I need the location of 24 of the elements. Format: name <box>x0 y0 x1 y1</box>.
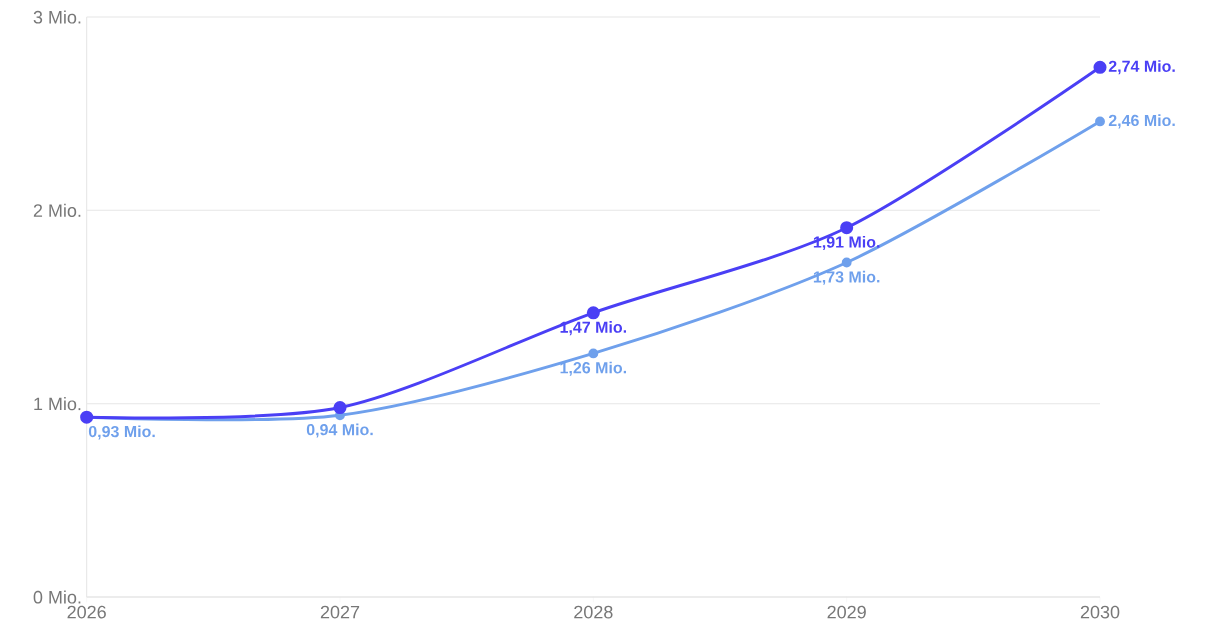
point <box>1095 116 1105 127</box>
data-label: 2,74 Mio. <box>1108 60 1175 75</box>
point <box>841 257 852 268</box>
data-label: 1,73 Mio. <box>813 270 880 285</box>
y-tick-label: 1 Mio. <box>34 397 81 411</box>
x-tick-label: 2029 <box>827 605 866 619</box>
point <box>840 221 854 235</box>
data-label: 1,26 Mio. <box>560 361 627 376</box>
x-tick-label: 2030 <box>1080 605 1120 619</box>
y-tick-label: 0 Mio. <box>33 590 81 604</box>
point <box>586 306 600 320</box>
data-label: 0,94 Mio. <box>306 423 373 438</box>
data-label: 2,46 Mio. <box>1108 114 1175 129</box>
data-label: 1,91 Mio. <box>813 236 880 251</box>
data-label: 1,47 Mio. <box>560 321 627 336</box>
point <box>588 348 599 359</box>
x-tick-label: 2027 <box>320 605 360 619</box>
point <box>333 401 347 415</box>
x-tick-label: 2028 <box>574 605 613 619</box>
y-tick-label: 3 Mio. <box>33 10 81 24</box>
y-tick-label: 2 Mio. <box>33 203 81 217</box>
data-label: 0,93 Mio. <box>88 425 155 440</box>
point <box>1093 60 1107 74</box>
x-tick-label: 2026 <box>67 605 106 619</box>
